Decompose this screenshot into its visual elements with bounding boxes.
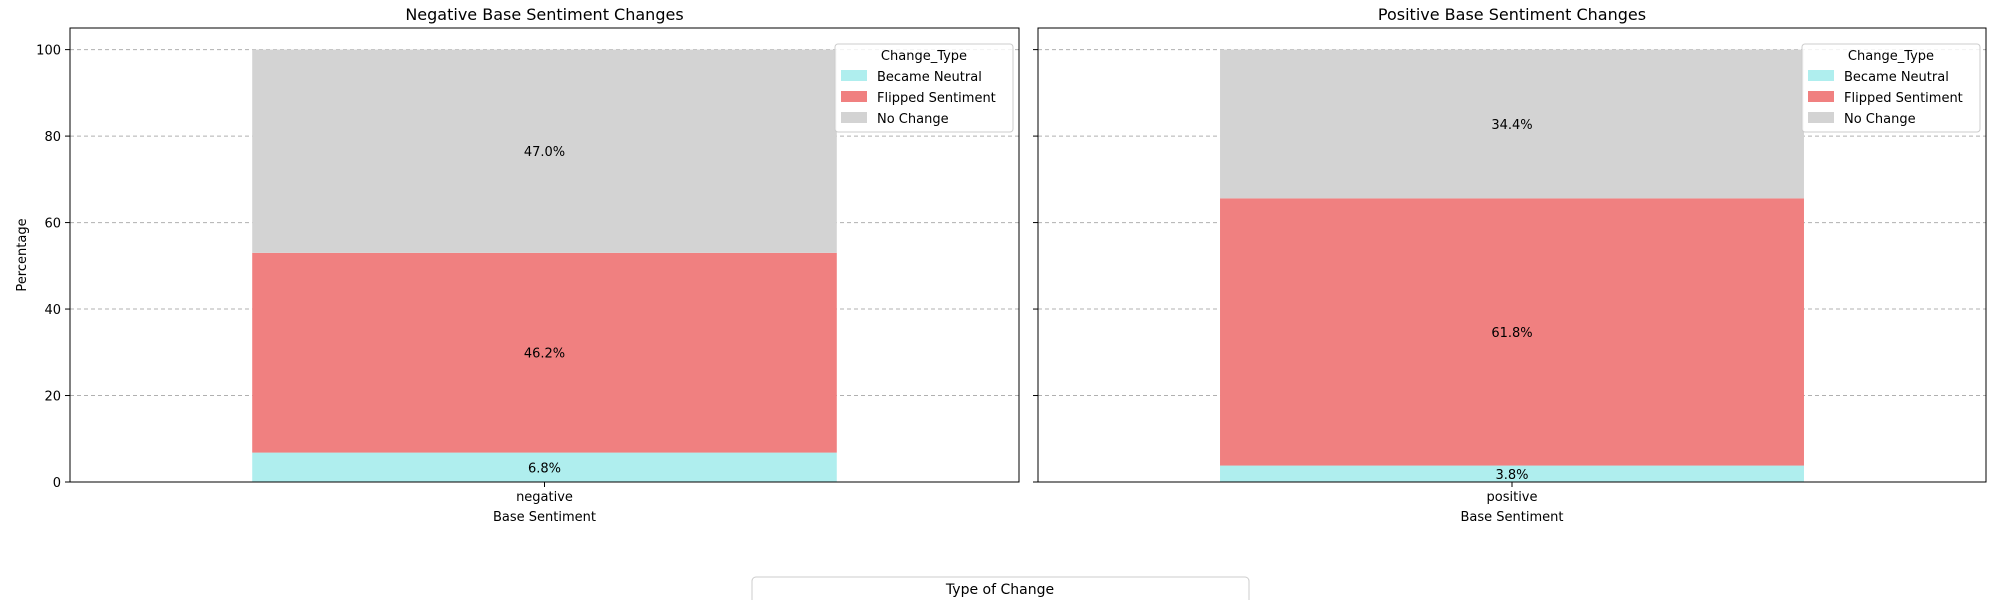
data-label: 46.2% — [524, 347, 565, 362]
x-tick-label: positive — [1487, 490, 1538, 505]
data-label: 47.0% — [524, 145, 565, 160]
bottom-legend-box — [751, 576, 1250, 600]
chart-panel-2: 3.8% 61.8% 34.4% positive Base Sentiment Posi… — [1033, 5, 1987, 525]
legend-title: Change_Type — [1848, 49, 1934, 64]
legend-entry: No Change — [1844, 112, 1916, 127]
legend-entry: Flipped Sentiment — [1844, 91, 1963, 106]
y-tick-label: 60 — [44, 217, 61, 232]
bottom-legend-title: Type of Change — [945, 582, 1054, 598]
chart-panel-1: 6.8% 46.2% 47.0% negative Base Sentiment 0 20 4… — [15, 5, 1020, 525]
legend-swatch — [1808, 70, 1834, 81]
x-tick-label: negative — [516, 490, 573, 505]
legend-entry: Flipped Sentiment — [877, 91, 996, 106]
legend-swatch — [841, 112, 867, 123]
bottom-legend: Type of Change — [751, 576, 1250, 600]
legend-box — [1801, 43, 1981, 133]
bar-segment — [1220, 198, 1804, 466]
bar-segment — [1220, 465, 1804, 482]
plot-frame — [69, 27, 1020, 483]
legend-title: Change_Type — [881, 49, 967, 64]
bar-segment — [252, 452, 837, 482]
legend-box — [834, 43, 1014, 133]
bar-segment — [252, 252, 837, 453]
data-label: 34.4% — [1491, 118, 1532, 133]
data-label: 61.8% — [1491, 326, 1532, 341]
chart-title: Positive Base Sentiment Changes — [1378, 5, 1646, 24]
legend-swatch — [1808, 91, 1834, 102]
y-tick-label: 0 — [53, 476, 61, 491]
legend-entry: Became Neutral — [1844, 70, 1949, 85]
legend: Change_Type Became Neutral Flipped Sentime… — [834, 43, 1014, 133]
data-label: 3.8% — [1495, 468, 1528, 483]
y-tick-label: 100 — [36, 44, 61, 59]
y-tick-label: 80 — [44, 130, 61, 145]
legend-swatch — [841, 70, 867, 81]
legend-swatch — [841, 91, 867, 102]
bar-segment — [252, 49, 837, 253]
legend-swatch — [1808, 112, 1834, 123]
data-label: 6.8% — [528, 461, 561, 476]
x-axis-label: Base Sentiment — [493, 510, 596, 525]
y-axis-label: Percentage — [15, 218, 30, 291]
plot-frame — [1037, 27, 1987, 483]
bar-segment — [1220, 49, 1804, 199]
y-tick-label: 20 — [44, 390, 61, 405]
y-tick-label: 40 — [44, 303, 61, 318]
x-axis-label: Base Sentiment — [1461, 510, 1564, 525]
chart-title: Negative Base Sentiment Changes — [405, 5, 683, 24]
legend-entry: No Change — [877, 112, 949, 127]
legend-entry: Became Neutral — [877, 70, 982, 85]
legend: Change_Type Became Neutral Flipped Sentime… — [1801, 43, 1981, 133]
